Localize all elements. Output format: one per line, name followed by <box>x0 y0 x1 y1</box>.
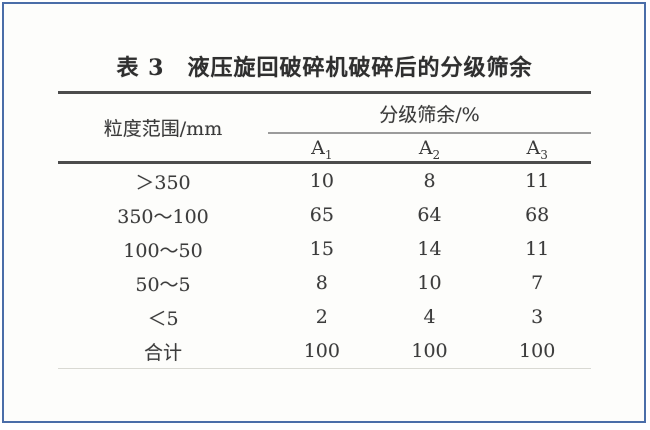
table-row: ＜5 2 4 3 <box>58 300 591 334</box>
table-row-total: 合计 100 100 100 <box>58 334 591 368</box>
table-row: 50～5 8 10 7 <box>58 266 591 300</box>
row-label: ＜5 <box>147 307 179 330</box>
cell-value: 100 <box>411 340 448 362</box>
table-bottom-rule <box>58 368 591 369</box>
table-title: 表 3 液压旋回破碎机破碎后的分级筛余 <box>116 55 533 81</box>
table-header: 粒度范围/mm 分级筛余/% A1 A2 A3 <box>58 94 591 161</box>
cell-value: 2 <box>315 306 328 328</box>
row-label: 350～100 <box>117 205 209 228</box>
row-label: 50～5 <box>135 273 191 296</box>
col-a1-subscript: 1 <box>324 147 333 162</box>
cell-value: 100 <box>303 340 340 362</box>
cell-value: 68 <box>525 204 550 226</box>
cell-value: 7 <box>531 272 544 294</box>
cell-value: 8 <box>315 272 328 294</box>
cell-value: 4 <box>423 306 436 328</box>
col-a3-base: A <box>526 136 541 159</box>
col-a1-base: A <box>311 136 325 159</box>
cell-value: 8 <box>423 170 436 192</box>
sieve-residue-table: 粒度范围/mm 分级筛余/% A1 A2 A3 ＞350 10 8 11 350… <box>58 91 591 369</box>
cell-value: 3 <box>531 306 544 328</box>
cell-value: 65 <box>309 204 334 226</box>
cell-value: 10 <box>309 170 334 192</box>
header-col-a1: A1 <box>268 136 376 162</box>
col-a2-base: A <box>418 136 433 159</box>
table-row: ＞350 10 8 11 <box>58 164 591 198</box>
scan-border-frame: 表 3 液压旋回破碎机破碎后的分级筛余 粒度范围/mm 分级筛余/% A1 A2… <box>2 2 646 423</box>
header-col-a3: A3 <box>483 136 591 162</box>
cell-value: 64 <box>417 204 442 226</box>
cell-value: 10 <box>417 272 442 294</box>
col-a3-subscript: 3 <box>540 147 548 162</box>
row-label: 100～50 <box>123 239 203 262</box>
cell-value: 15 <box>309 238 334 260</box>
row-label: 合计 <box>143 341 182 364</box>
header-size-range: 粒度范围/mm <box>103 118 223 140</box>
cell-value: 100 <box>519 340 556 362</box>
header-bottom-rule <box>58 161 591 164</box>
row-label: ＞350 <box>135 171 191 194</box>
header-sample-columns: A1 A2 A3 <box>268 134 591 161</box>
table-row: 350～100 65 64 68 <box>58 198 591 232</box>
header-sieve-residue-percent: 分级筛余/% <box>268 94 591 134</box>
table-top-rule <box>58 91 591 94</box>
table-row: 100～50 15 14 11 <box>58 232 591 266</box>
cell-value: 11 <box>525 238 550 260</box>
header-col-a2: A2 <box>376 136 484 162</box>
cell-value: 14 <box>417 238 442 260</box>
header-group-block: 分级筛余/% A1 A2 A3 <box>268 94 591 161</box>
col-a2-subscript: 2 <box>432 147 441 162</box>
cell-value: 11 <box>525 170 550 192</box>
